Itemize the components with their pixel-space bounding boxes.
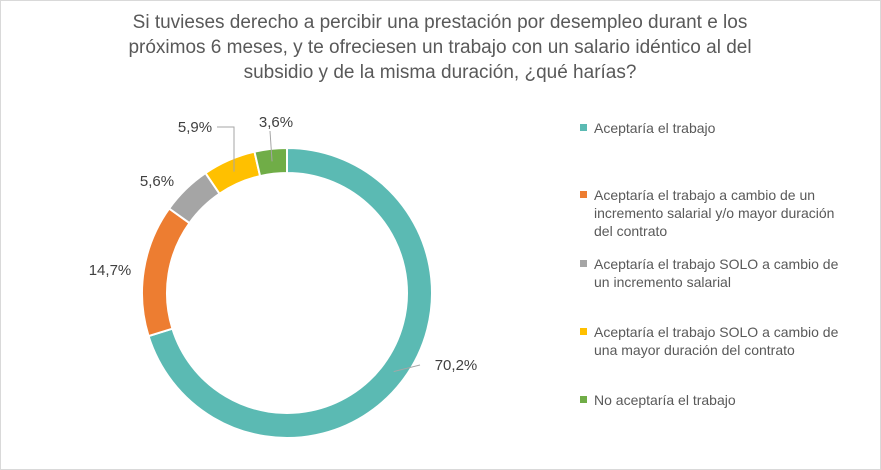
legend-label-line: Aceptaría el trabajo a cambio de un	[594, 187, 816, 203]
legend-label-line: del contrato	[594, 223, 668, 239]
legend-label-line: Aceptaría el trabajo	[594, 120, 716, 136]
chart-title-line-1: Si tuvieses derecho a percibir una prest…	[132, 12, 748, 33]
chart-title: Si tuvieses derecho a percibir una prest…	[60, 10, 820, 85]
legend-swatch	[580, 396, 587, 403]
legend-swatch	[580, 328, 587, 335]
legend-item-solo-incremento: Aceptaría el trabajo SOLO a cambio de un…	[580, 255, 859, 291]
legend-item-acepta: Aceptaría el trabajo	[580, 119, 859, 137]
leader-line	[393, 364, 421, 373]
data-label-solo-duracion: 5,9%	[178, 119, 212, 136]
legend-item-no-acepta: No aceptaría el trabajo	[580, 391, 859, 409]
legend-label-line: una mayor duración del contrato	[594, 342, 795, 358]
legend-swatch	[580, 260, 587, 267]
chart-title-line-3: subsidio y de la misma duración, ¿qué ha…	[243, 62, 637, 83]
legend-item-acepta-incremento-o-duracion: Aceptaría el trabajo a cambio de un incr…	[580, 186, 859, 240]
legend-swatch	[580, 124, 587, 131]
data-label-acepta-incremento-o-duracion: 14,7%	[89, 262, 132, 279]
legend-label-line: un incremento salarial	[594, 274, 731, 290]
legend-label-line: Aceptaría el trabajo SOLO a cambio de	[594, 256, 839, 272]
legend-swatch	[580, 191, 587, 198]
donut-slice-no-acepta	[253, 146, 288, 178]
leader-line	[269, 130, 273, 162]
legend-label-line: incremento salarial y/o mayor duración	[594, 205, 835, 221]
donut-slice-acepta	[147, 146, 433, 439]
legend-label-line: No aceptaría el trabajo	[594, 392, 736, 408]
chart-title-line-2: próximos 6 meses, y te ofreciesen un tra…	[128, 37, 752, 58]
legend-label-line: Aceptaría el trabajo SOLO a cambio de	[594, 324, 839, 340]
data-label-acepta: 70,2%	[435, 357, 478, 374]
data-label-no-acepta: 3,6%	[259, 114, 293, 131]
data-label-solo-incremento: 5,6%	[140, 173, 174, 190]
leader-line	[217, 126, 235, 172]
legend-item-solo-duracion: Aceptaría el trabajo SOLO a cambio de un…	[580, 323, 859, 359]
donut-slice-acepta-incremento-o-duracion	[141, 207, 191, 338]
